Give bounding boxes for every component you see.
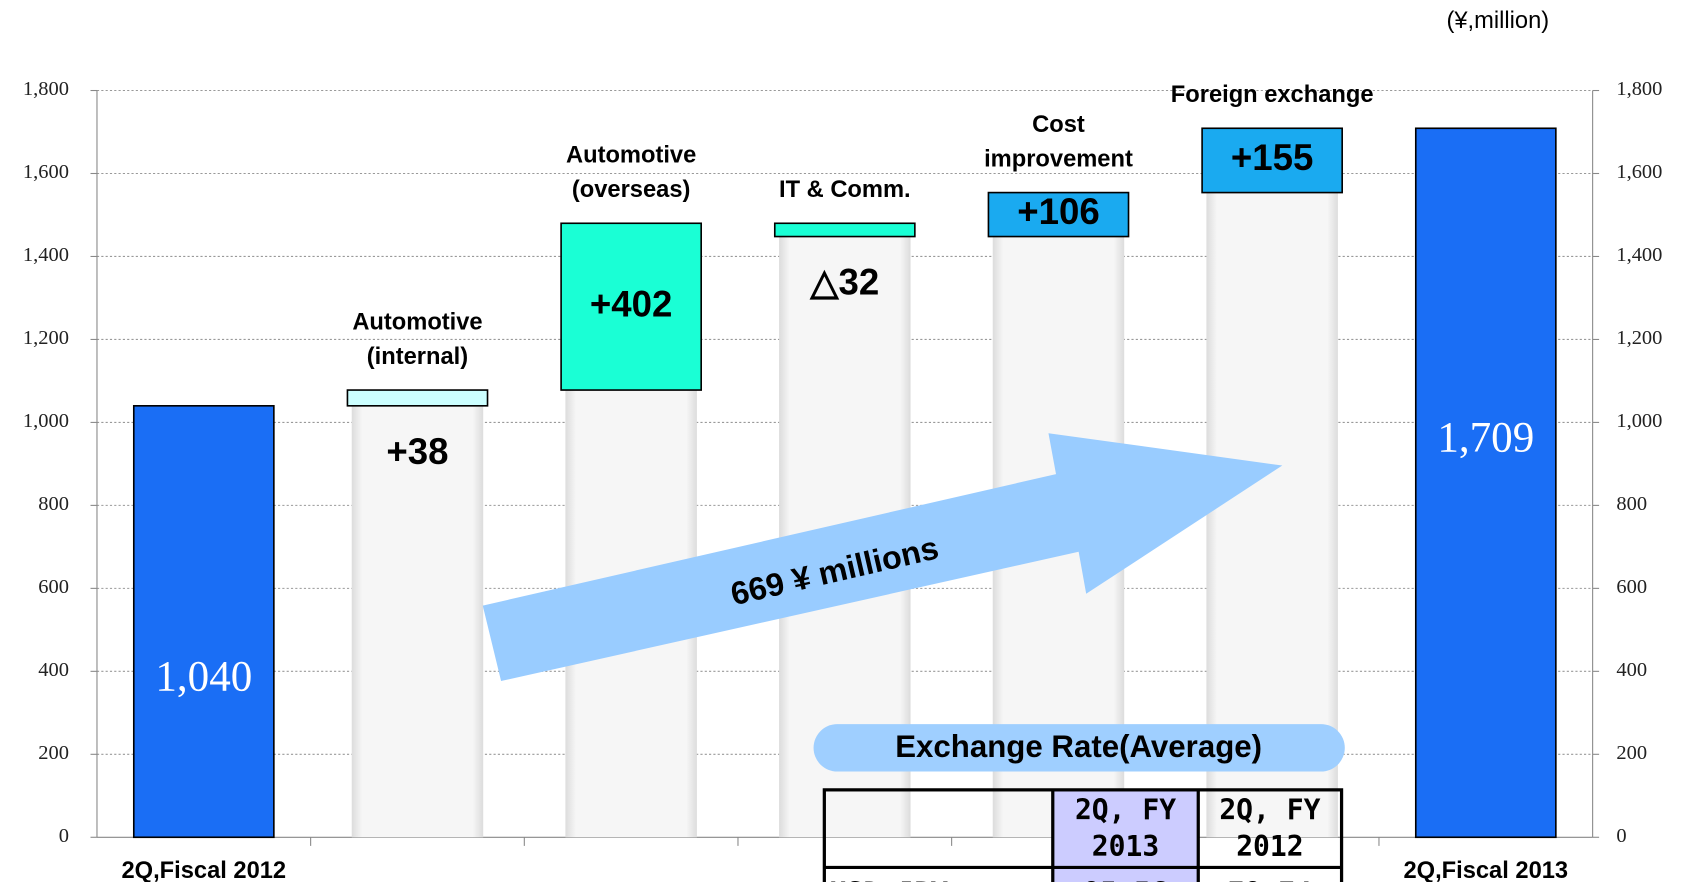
y-tick-label: 1,000 [23, 410, 69, 432]
unit-label: (¥,million) [1446, 8, 1549, 34]
arrow [482, 433, 1283, 682]
y-tick-label: 1,400 [23, 244, 69, 266]
table-header: 2Q, FY 2013 [1075, 793, 1176, 863]
x-tick-label: 2Q,Fiscal 2013 [1403, 858, 1568, 882]
bar [773, 222, 916, 238]
table-header: 2Q, FY 2012 [1219, 793, 1320, 863]
bar [1414, 127, 1557, 839]
y-tick-label: 400 [38, 659, 69, 681]
table-header-line: 2Q, FY [1075, 793, 1176, 826]
y2-tick-label: 200 [1616, 742, 1647, 764]
value-label: △32 [809, 262, 879, 303]
y-tick-label: 1,800 [23, 78, 69, 100]
x-tick-label: 2Q,Fiscal 2012 [122, 858, 287, 882]
value-label: +38 [386, 431, 448, 472]
step-label: Automotive [566, 143, 696, 169]
step-label: Automotive [352, 310, 482, 336]
value-label: +402 [590, 283, 673, 324]
y-tick-label: 200 [38, 742, 69, 764]
bar [987, 191, 1130, 238]
y-tick-label: 1,600 [23, 161, 69, 183]
table-header-line: 2Q, FY [1219, 793, 1320, 826]
y2-tick-label: 1,800 [1616, 78, 1662, 100]
table-header-line: 2012 [1236, 830, 1303, 863]
bar [132, 405, 275, 839]
y2-tick-label: 1,200 [1616, 327, 1662, 349]
y-tick-label: 800 [38, 493, 69, 515]
value-label: +106 [1017, 191, 1100, 232]
table-value: 79.74 [1228, 876, 1312, 882]
step-label: improvement [984, 147, 1133, 173]
table-value: 95.56 [1083, 876, 1167, 882]
base-column [351, 392, 484, 838]
step-label: Foreign exchange [1171, 82, 1374, 108]
bar [1201, 127, 1343, 194]
table-header-line: 2013 [1092, 830, 1159, 863]
y2-tick-label: 800 [1616, 493, 1647, 515]
y2-tick-label: 0 [1616, 825, 1626, 847]
value-cell-bg [1052, 867, 1199, 882]
value-label: 1,040 [155, 654, 252, 701]
step-label: (overseas) [572, 177, 691, 203]
step-label: (internal) [367, 344, 468, 370]
table-lines [822, 788, 1344, 882]
table-title: Exchange Rate(Average) [895, 729, 1262, 764]
step-label: Cost [1032, 112, 1085, 138]
row-label: USD-JPY [830, 876, 948, 882]
bar [560, 222, 702, 391]
bar [346, 389, 489, 407]
table-title-bg [813, 724, 1345, 772]
value-label: 1,709 [1437, 415, 1534, 462]
y2-tick-label: 1,600 [1616, 161, 1662, 183]
y2-tick-label: 400 [1616, 659, 1647, 681]
y2-tick-label: 600 [1616, 576, 1647, 598]
header-cell-bg [1052, 789, 1199, 868]
step-label: IT & Comm. [779, 177, 911, 203]
y-tick-label: 600 [38, 576, 69, 598]
y-tick-label: 1,200 [23, 327, 69, 349]
y2-tick-label: 1,000 [1616, 410, 1662, 432]
value-label: +155 [1231, 137, 1314, 178]
y2-tick-label: 1,400 [1616, 244, 1662, 266]
y-tick-label: 0 [59, 825, 69, 847]
